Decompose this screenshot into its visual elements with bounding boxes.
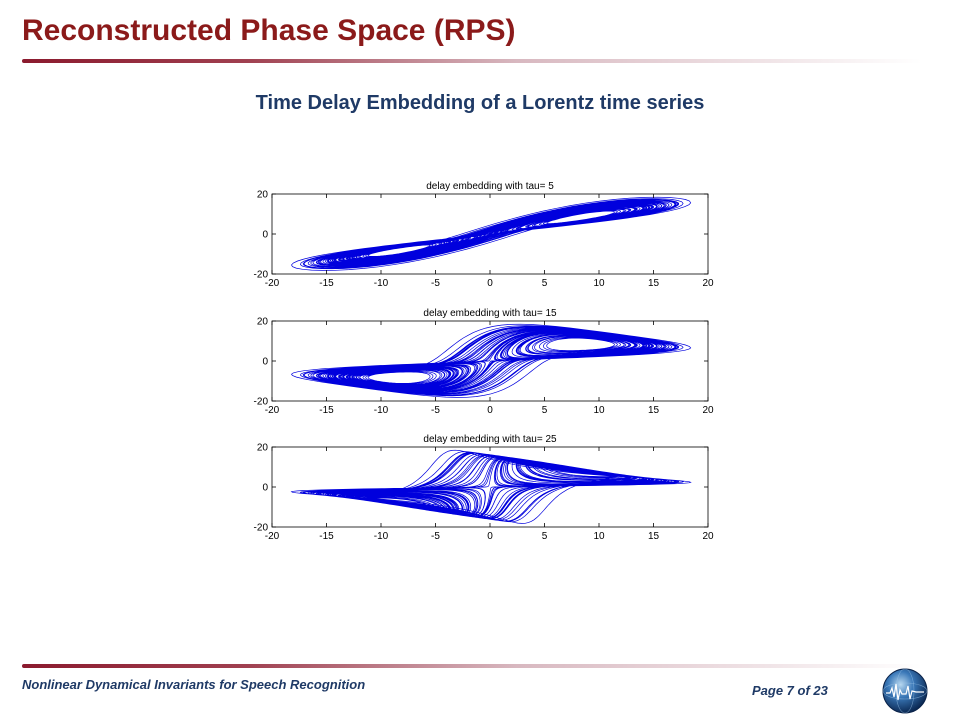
y-tick-label: 20	[257, 317, 269, 328]
footer-title: Nonlinear Dynamical Invariants for Speec…	[22, 677, 366, 692]
y-tick-label: -20	[254, 270, 269, 281]
x-tick-label: 15	[648, 278, 660, 289]
x-tick-label: -20	[265, 531, 280, 542]
x-tick-label: -10	[374, 531, 389, 542]
y-tick-label: 20	[257, 443, 269, 454]
subplot-title: delay embedding with tau= 15	[423, 308, 557, 319]
x-tick-label: -20	[265, 405, 280, 416]
x-tick-label: 10	[593, 531, 605, 542]
footer-divider	[22, 664, 922, 668]
x-tick-label: 10	[593, 278, 605, 289]
subplot-tau-15: delay embedding with tau= 15 -20 -15 -10 -5 0…	[254, 308, 714, 416]
subplot-tau-5: delay embedding with tau= 5 -20 -15 -10 -5 0 5…	[254, 181, 714, 289]
globe-logo-icon	[882, 668, 928, 714]
x-tick-label: 20	[702, 531, 714, 542]
x-tick-label: 5	[542, 531, 548, 542]
x-tick-label: -10	[374, 278, 389, 289]
x-tick-label: 15	[648, 531, 660, 542]
x-tick-label: 0	[487, 278, 493, 289]
y-tick-label: -20	[254, 397, 269, 408]
x-tick-label: -5	[431, 405, 440, 416]
figure-subtitle: Time Delay Embedding of a Lorentz time s…	[255, 92, 705, 114]
title-divider	[22, 59, 922, 63]
x-tick-label: 20	[702, 405, 714, 416]
x-tick-label: -15	[319, 405, 334, 416]
trajectory-series	[290, 449, 692, 524]
slide-title: Reconstructed Phase Space (RPS)	[22, 14, 516, 47]
y-tick-label: 0	[262, 230, 268, 241]
x-tick-label: -15	[319, 278, 334, 289]
x-tick-label: 5	[542, 405, 548, 416]
x-tick-label: 5	[542, 278, 548, 289]
x-tick-label: 15	[648, 405, 660, 416]
y-tick-label: 0	[262, 483, 268, 494]
subplot-title: delay embedding with tau= 5	[426, 181, 554, 192]
y-tick-label: 20	[257, 190, 269, 201]
y-tick-label: 0	[262, 357, 268, 368]
delay-embedding-figure: delay embedding with tau= 5 -20 -15 -10 -5 0 5…	[254, 181, 714, 542]
x-tick-label: 10	[593, 405, 605, 416]
x-tick-label: -5	[431, 278, 440, 289]
x-tick-label: 0	[487, 405, 493, 416]
x-tick-label: -15	[319, 531, 334, 542]
x-tick-label: -10	[374, 405, 389, 416]
x-tick-label: -20	[265, 278, 280, 289]
x-tick-label: 20	[702, 278, 714, 289]
page-number: Page 7 of 23	[752, 683, 828, 698]
y-tick-label: -20	[254, 523, 269, 534]
subplot-title: delay embedding with tau= 25	[423, 434, 557, 445]
subplot-tau-25: delay embedding with tau= 25 -20 -15 -10 -5 0…	[254, 434, 714, 542]
trajectory-series	[291, 323, 692, 398]
trajectory-series	[291, 196, 692, 271]
x-tick-label: -5	[431, 531, 440, 542]
x-tick-label: 0	[487, 531, 493, 542]
